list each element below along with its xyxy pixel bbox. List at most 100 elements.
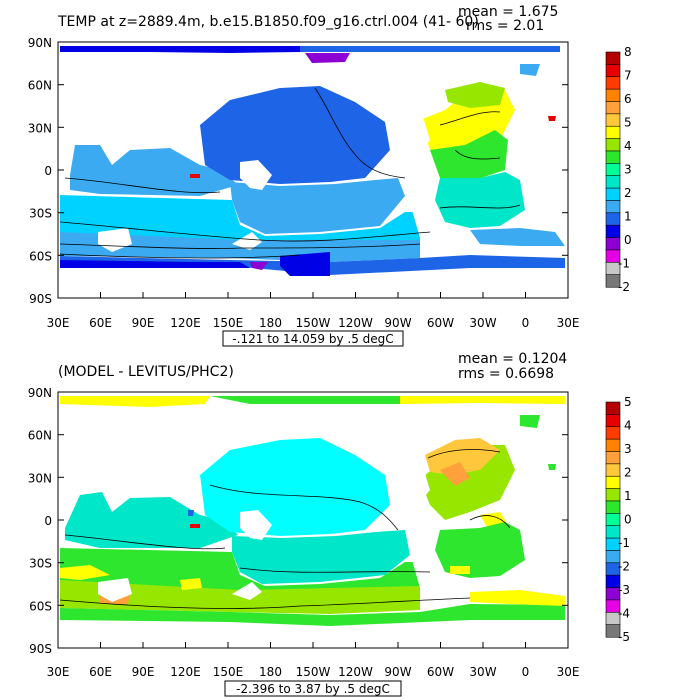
colorbar-swatch bbox=[605, 488, 621, 502]
lon-label: 90W bbox=[384, 665, 411, 679]
panel-title: TEMP at z=2889.4m, b.e15.B1850.f09_g16.c… bbox=[57, 14, 479, 30]
map-field bbox=[58, 42, 568, 298]
colorbar-tick-label: 2 bbox=[624, 186, 632, 200]
colorbar-bottom: 5 4 3 2 1 0 -1 -2 -3 -4 -5 bbox=[605, 395, 632, 644]
lon-label: 60W bbox=[427, 316, 454, 330]
range-label: -.121 to 14.059 by .5 degC bbox=[232, 332, 393, 346]
colorbar-swatch bbox=[605, 426, 621, 440]
lat-label: 60S bbox=[29, 599, 52, 613]
lat-label: 60S bbox=[29, 249, 52, 263]
colorbar-tick-label: 4 bbox=[624, 419, 632, 433]
mean-readout: mean = 1.675 bbox=[458, 4, 558, 20]
rms-readout: rms = 0.6698 bbox=[458, 366, 554, 382]
colorbar-tick-label: -2 bbox=[618, 560, 630, 574]
colorbar-swatch bbox=[605, 414, 621, 428]
lat-axis: 90N 60N 30N 0 30S 60S 90S bbox=[28, 386, 568, 656]
colorbar-tick-label: -4 bbox=[618, 607, 630, 621]
colorbar-tick-label: 5 bbox=[624, 116, 632, 130]
lon-label: 120W bbox=[338, 316, 373, 330]
lon-label: 180 bbox=[259, 665, 282, 679]
colorbar-tick-label: 3 bbox=[624, 163, 632, 177]
lon-label: 0 bbox=[522, 665, 530, 679]
lon-label: 0 bbox=[522, 316, 530, 330]
lat-label: 90S bbox=[29, 642, 52, 656]
colorbar-swatch bbox=[605, 212, 621, 226]
colorbar-swatch bbox=[605, 125, 621, 140]
lon-label: 30W bbox=[469, 665, 496, 679]
lon-label: 30E bbox=[47, 665, 70, 679]
panel-bottom: (MODEL - LEVITUS/PHC2) mean = 0.1204 rms… bbox=[28, 351, 632, 697]
colorbar-swatch bbox=[605, 138, 621, 152]
colorbar-swatches bbox=[605, 401, 621, 638]
colorbar-swatch bbox=[605, 76, 621, 90]
colorbar-swatch bbox=[605, 274, 621, 288]
colorbar-swatch bbox=[605, 150, 621, 164]
lon-label: 90E bbox=[132, 665, 155, 679]
colorbar-tick-label: 3 bbox=[624, 442, 632, 456]
range-label-box bbox=[222, 330, 404, 347]
colorbar-tick-label: 1 bbox=[624, 210, 632, 224]
map-field bbox=[58, 392, 568, 648]
lon-label: 150E bbox=[213, 316, 244, 330]
lon-label: 150W bbox=[296, 316, 331, 330]
lat-label: 60N bbox=[28, 429, 52, 443]
colorbar-swatch bbox=[605, 200, 621, 214]
colorbar-tick-label: -3 bbox=[618, 583, 630, 597]
colorbar-swatch bbox=[605, 64, 621, 78]
lat-label: 0 bbox=[44, 514, 52, 528]
lat-axis: 90N 60N 30N 0 30S 60S 90S bbox=[28, 36, 568, 306]
colorbar-swatch bbox=[605, 113, 621, 127]
colorbar-tick-label: 0 bbox=[624, 233, 632, 247]
colorbar-swatch bbox=[605, 401, 621, 415]
range-label: -2.396 to 3.87 by .5 degC bbox=[236, 682, 390, 696]
lon-label: 60W bbox=[427, 665, 454, 679]
lon-label: 150W bbox=[296, 665, 331, 679]
range-label-box bbox=[224, 680, 402, 697]
colorbar-tick-label: 5 bbox=[624, 395, 632, 409]
rms-readout: rms = 2.01 bbox=[466, 18, 544, 34]
colorbar-tick-label: -1 bbox=[618, 536, 630, 550]
colorbar-swatch bbox=[605, 475, 621, 490]
lat-label: 60N bbox=[28, 79, 52, 93]
lon-label: 150E bbox=[213, 665, 244, 679]
lon-label: 120E bbox=[170, 665, 201, 679]
lat-label: 30S bbox=[29, 557, 52, 571]
lon-label: 30E bbox=[557, 316, 580, 330]
lon-label: 30E bbox=[557, 665, 580, 679]
colorbar-tick-label: 2 bbox=[624, 466, 632, 480]
colorbar-swatch bbox=[605, 51, 621, 65]
lat-label: 30S bbox=[29, 207, 52, 221]
colorbar-tick-label: -5 bbox=[618, 630, 630, 644]
lon-label: 30W bbox=[469, 316, 496, 330]
colorbar-swatch bbox=[605, 451, 621, 465]
colorbar-swatch bbox=[605, 224, 621, 239]
lon-axis: 30E 60E 90E 120E 150E 180 150W 120W 90W … bbox=[47, 642, 580, 679]
lat-label: 30N bbox=[28, 471, 52, 485]
colorbar-swatch bbox=[605, 500, 621, 514]
colorbar-tick-label: -2 bbox=[618, 280, 630, 294]
lon-label: 90E bbox=[132, 316, 155, 330]
colorbar-tick-label: 0 bbox=[624, 513, 632, 527]
mean-readout: mean = 0.1204 bbox=[458, 351, 567, 367]
lon-axis: 30E 60E 90E 120E 150E 180 150W 120W 90W … bbox=[47, 292, 580, 330]
colorbar-swatch bbox=[605, 88, 621, 102]
colorbar-swatch bbox=[605, 175, 621, 189]
colorbar-tick-label: 1 bbox=[624, 489, 632, 503]
lat-label: 30N bbox=[28, 121, 52, 135]
panel-top: TEMP at z=2889.4m, b.e15.B1850.f09_g16.c… bbox=[28, 4, 632, 347]
colorbar-swatch bbox=[605, 624, 621, 638]
lat-label: 90N bbox=[28, 36, 52, 50]
lat-label: 90S bbox=[29, 292, 52, 306]
colorbar-swatch bbox=[605, 438, 621, 452]
colorbar-tick-label: 6 bbox=[624, 92, 632, 106]
colorbar-swatch bbox=[605, 513, 621, 527]
lon-label: 90W bbox=[384, 316, 411, 330]
colorbar-tick-label: 8 bbox=[624, 45, 632, 59]
colorbar-swatch bbox=[605, 463, 621, 477]
colorbar-swatch bbox=[605, 101, 621, 115]
panel-title: (MODEL - LEVITUS/PHC2) bbox=[58, 364, 234, 380]
lon-label: 180 bbox=[259, 316, 282, 330]
colorbar-tick-label: 4 bbox=[624, 139, 632, 153]
lon-label: 120E bbox=[170, 316, 201, 330]
colorbar-swatch bbox=[605, 237, 621, 251]
